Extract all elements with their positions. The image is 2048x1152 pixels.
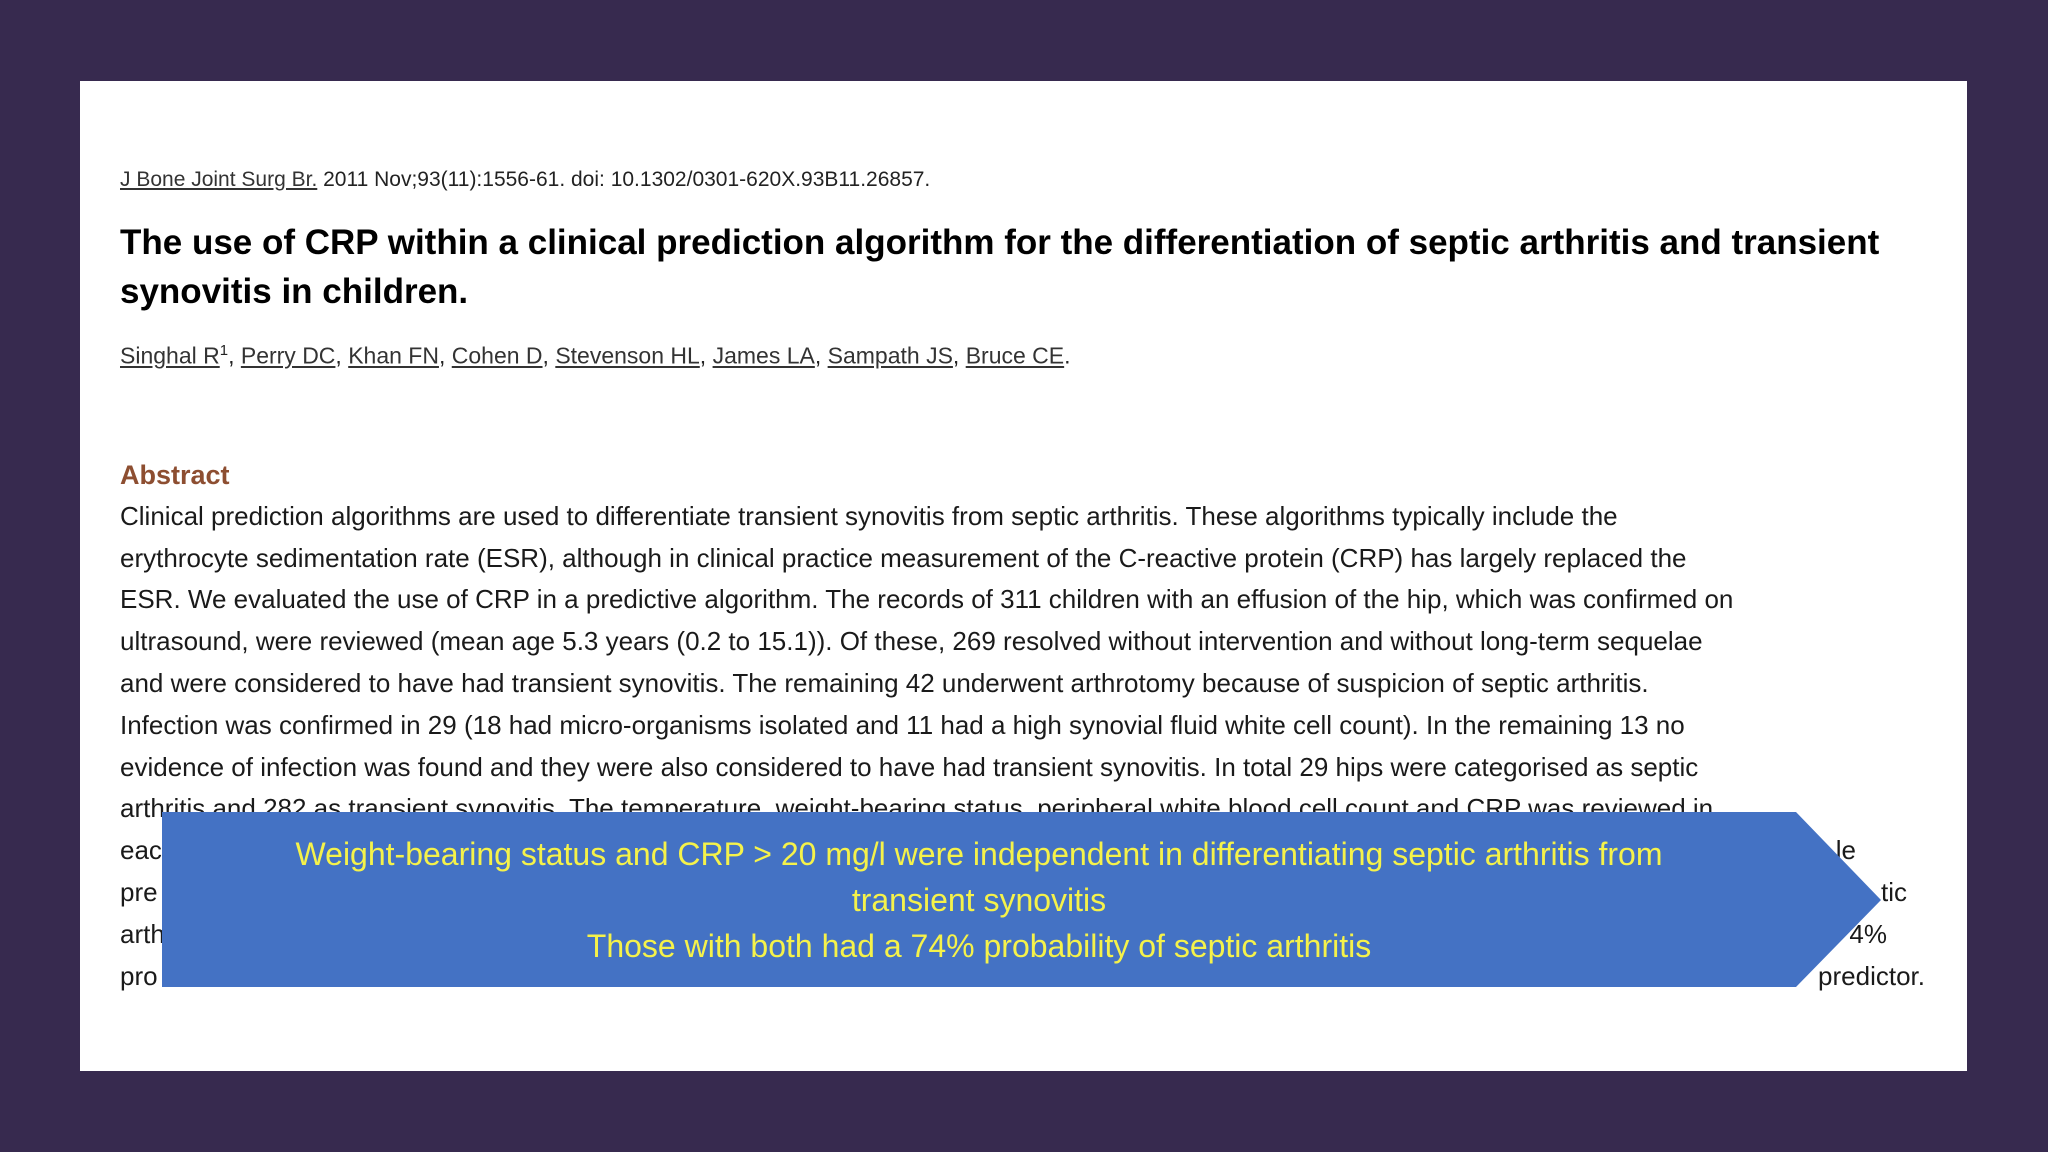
authors: Singhal R1, Perry DC, Khan FN, Cohen D, … (120, 336, 1071, 371)
abstract-line: ultrasound, were reviewed (mean age 5.3 … (120, 626, 1703, 656)
author-link[interactable]: James LA (712, 342, 815, 369)
callout-arrow (162, 812, 1881, 987)
abstract-fragment: eac (120, 835, 162, 865)
separator: , (699, 342, 713, 369)
abstract-fragment: tic (1881, 877, 1907, 907)
abstract-fragment: predictor. (1818, 961, 1925, 991)
abstract-fragment: pre (120, 877, 158, 907)
author-link[interactable]: Singhal R (120, 342, 220, 369)
separator: , (814, 342, 828, 369)
separator: , (438, 342, 452, 369)
abstract-line: erythrocyte sedimentation rate (ESR), al… (120, 543, 1687, 573)
callout-line: transient synovitis (851, 882, 1107, 918)
abstract-heading: Abstract (120, 460, 230, 490)
author-link[interactable]: Khan FN (348, 342, 439, 369)
affiliation: 1 (219, 342, 229, 359)
citation: J Bone Joint Surg Br. 2011 Nov;93(11):15… (120, 166, 930, 194)
callout-line: Those with both had a 74% probability of… (586, 928, 1372, 964)
separator: . (1064, 342, 1071, 369)
journal-link[interactable]: J Bone Joint Surg Br. (120, 168, 318, 191)
citation-details: 2011 Nov;93(11):1556-61. doi: 10.1302/03… (317, 168, 931, 191)
author-link[interactable]: Bruce CE (965, 342, 1065, 369)
abstract-fragment: le (1835, 835, 1856, 865)
abstract-fragment: pro (120, 961, 158, 991)
abstract-line: Infection was confirmed in 29 (18 had mi… (120, 710, 1685, 740)
author-link[interactable]: Stevenson HL (555, 342, 700, 369)
abstract-line: and were considered to have had transien… (120, 668, 1649, 698)
abstract-line: evidence of infection was found and they… (120, 752, 1699, 782)
author-link[interactable]: Sampath JS (827, 342, 953, 369)
separator: , (335, 342, 349, 369)
separator: , (542, 342, 556, 369)
abstract-fragment: arth (120, 919, 165, 949)
separator: , (228, 342, 241, 369)
abstract-line: ESR. We evaluated the use of CRP in a pr… (120, 584, 1734, 614)
author-link[interactable]: Perry DC (240, 342, 336, 369)
callout-line: Weight-bearing status and CRP > 20 mg/l … (295, 836, 1663, 872)
separator: , (952, 342, 966, 369)
article-title: The use of CRP within a clinical predict… (120, 223, 1880, 311)
author-link[interactable]: Cohen D (451, 342, 543, 369)
abstract-line: Clinical prediction algorithms are used … (120, 501, 1618, 531)
